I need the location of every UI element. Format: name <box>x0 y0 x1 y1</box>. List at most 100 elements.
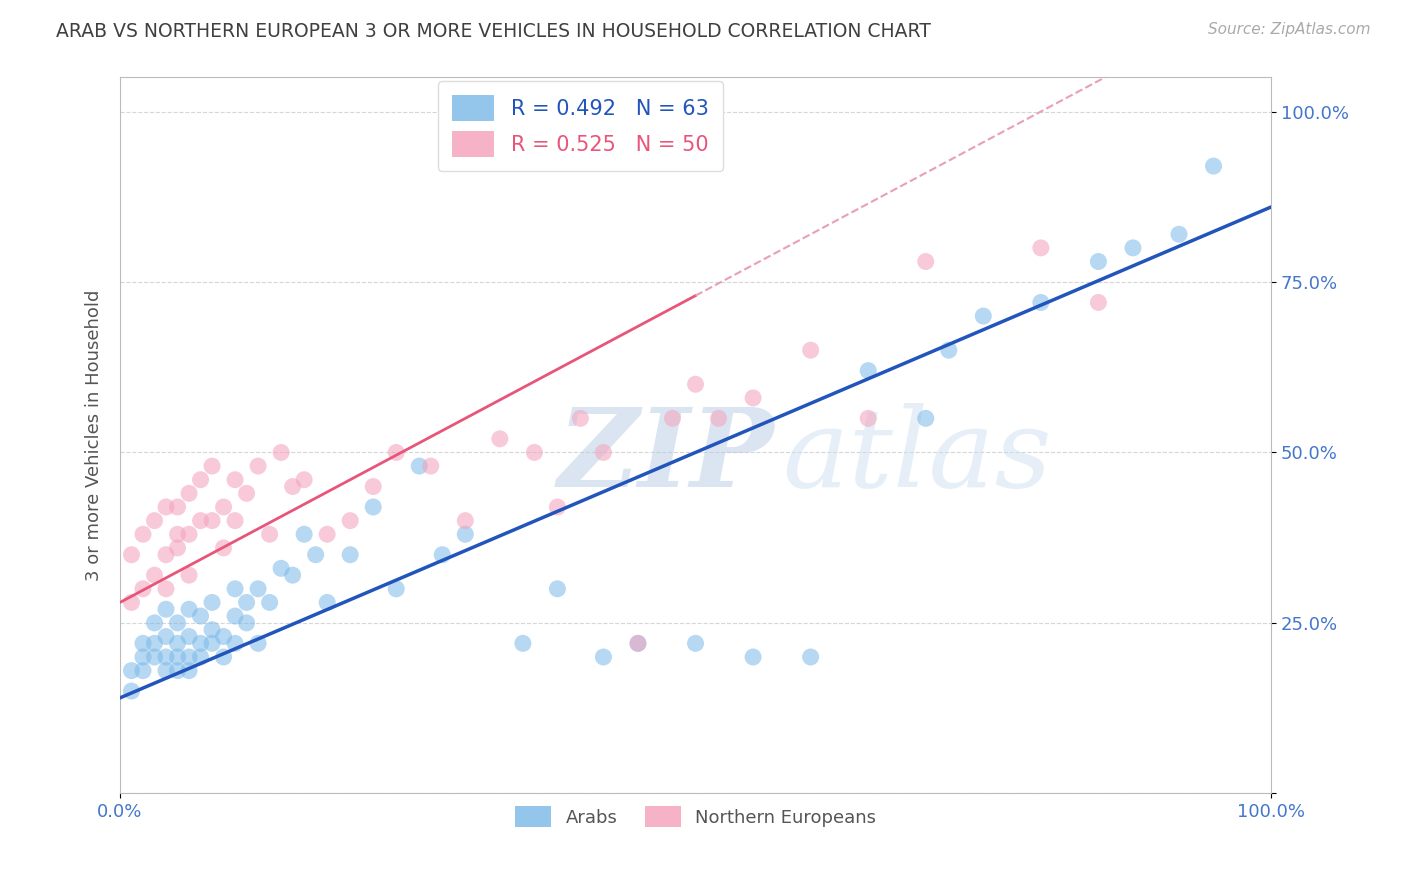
Point <box>121 595 143 609</box>
Point <box>201 636 224 650</box>
Point <box>546 582 568 596</box>
Point <box>201 595 224 609</box>
Point <box>454 514 477 528</box>
Point <box>224 514 246 528</box>
Point <box>627 636 650 650</box>
Point <box>190 636 212 650</box>
Point <box>212 650 235 665</box>
Point <box>972 309 994 323</box>
Point <box>259 527 281 541</box>
Point <box>339 548 361 562</box>
Point <box>592 445 614 459</box>
Point <box>281 479 304 493</box>
Point <box>177 650 200 665</box>
Point <box>914 254 936 268</box>
Point <box>121 664 143 678</box>
Point <box>132 636 155 650</box>
Point <box>1122 241 1144 255</box>
Point <box>177 527 200 541</box>
Point <box>385 582 408 596</box>
Point <box>132 650 155 665</box>
Point <box>856 363 879 377</box>
Point <box>419 459 441 474</box>
Point <box>316 527 339 541</box>
Point <box>121 548 143 562</box>
Point <box>914 411 936 425</box>
Point <box>569 411 592 425</box>
Point <box>143 636 166 650</box>
Text: ZIP: ZIP <box>557 403 775 510</box>
Point <box>385 445 408 459</box>
Point <box>201 459 224 474</box>
Point <box>201 623 224 637</box>
Point <box>212 630 235 644</box>
Point <box>190 514 212 528</box>
Point <box>259 595 281 609</box>
Point <box>166 615 188 630</box>
Point <box>938 343 960 358</box>
Point <box>592 650 614 665</box>
Text: Source: ZipAtlas.com: Source: ZipAtlas.com <box>1208 22 1371 37</box>
Point <box>155 582 177 596</box>
Point <box>166 636 188 650</box>
Point <box>432 548 454 562</box>
Point <box>166 541 188 555</box>
Point <box>270 445 292 459</box>
Point <box>292 527 315 541</box>
Point <box>212 500 235 514</box>
Point <box>177 630 200 644</box>
Point <box>155 602 177 616</box>
Point <box>224 473 246 487</box>
Point <box>627 636 650 650</box>
Legend: Arabs, Northern Europeans: Arabs, Northern Europeans <box>508 799 883 834</box>
Point <box>132 527 155 541</box>
Point <box>143 615 166 630</box>
Point <box>121 684 143 698</box>
Point <box>361 500 384 514</box>
Text: atlas: atlas <box>782 403 1052 510</box>
Point <box>292 473 315 487</box>
Point <box>235 595 257 609</box>
Point <box>132 664 155 678</box>
Point <box>1029 295 1052 310</box>
Point <box>512 636 534 650</box>
Point <box>224 582 246 596</box>
Point <box>177 486 200 500</box>
Point <box>235 615 257 630</box>
Point <box>235 486 257 500</box>
Y-axis label: 3 or more Vehicles in Household: 3 or more Vehicles in Household <box>86 290 103 581</box>
Point <box>177 602 200 616</box>
Point <box>190 609 212 624</box>
Point <box>339 514 361 528</box>
Point <box>190 650 212 665</box>
Point <box>685 377 707 392</box>
Point <box>177 664 200 678</box>
Point <box>523 445 546 459</box>
Point <box>1029 241 1052 255</box>
Point <box>155 548 177 562</box>
Point <box>546 500 568 514</box>
Text: ARAB VS NORTHERN EUROPEAN 3 OR MORE VEHICLES IN HOUSEHOLD CORRELATION CHART: ARAB VS NORTHERN EUROPEAN 3 OR MORE VEHI… <box>56 22 931 41</box>
Point <box>1087 295 1109 310</box>
Point <box>224 609 246 624</box>
Point <box>166 664 188 678</box>
Point <box>166 500 188 514</box>
Point <box>800 343 823 358</box>
Point <box>305 548 328 562</box>
Point <box>247 459 270 474</box>
Point <box>270 561 292 575</box>
Point <box>166 650 188 665</box>
Point <box>1168 227 1191 242</box>
Point <box>190 473 212 487</box>
Point <box>247 636 270 650</box>
Point <box>201 514 224 528</box>
Point <box>742 650 765 665</box>
Point <box>177 568 200 582</box>
Point <box>155 664 177 678</box>
Point <box>155 650 177 665</box>
Point <box>155 630 177 644</box>
Point <box>1202 159 1225 173</box>
Point <box>707 411 730 425</box>
Point <box>155 500 177 514</box>
Point <box>361 479 384 493</box>
